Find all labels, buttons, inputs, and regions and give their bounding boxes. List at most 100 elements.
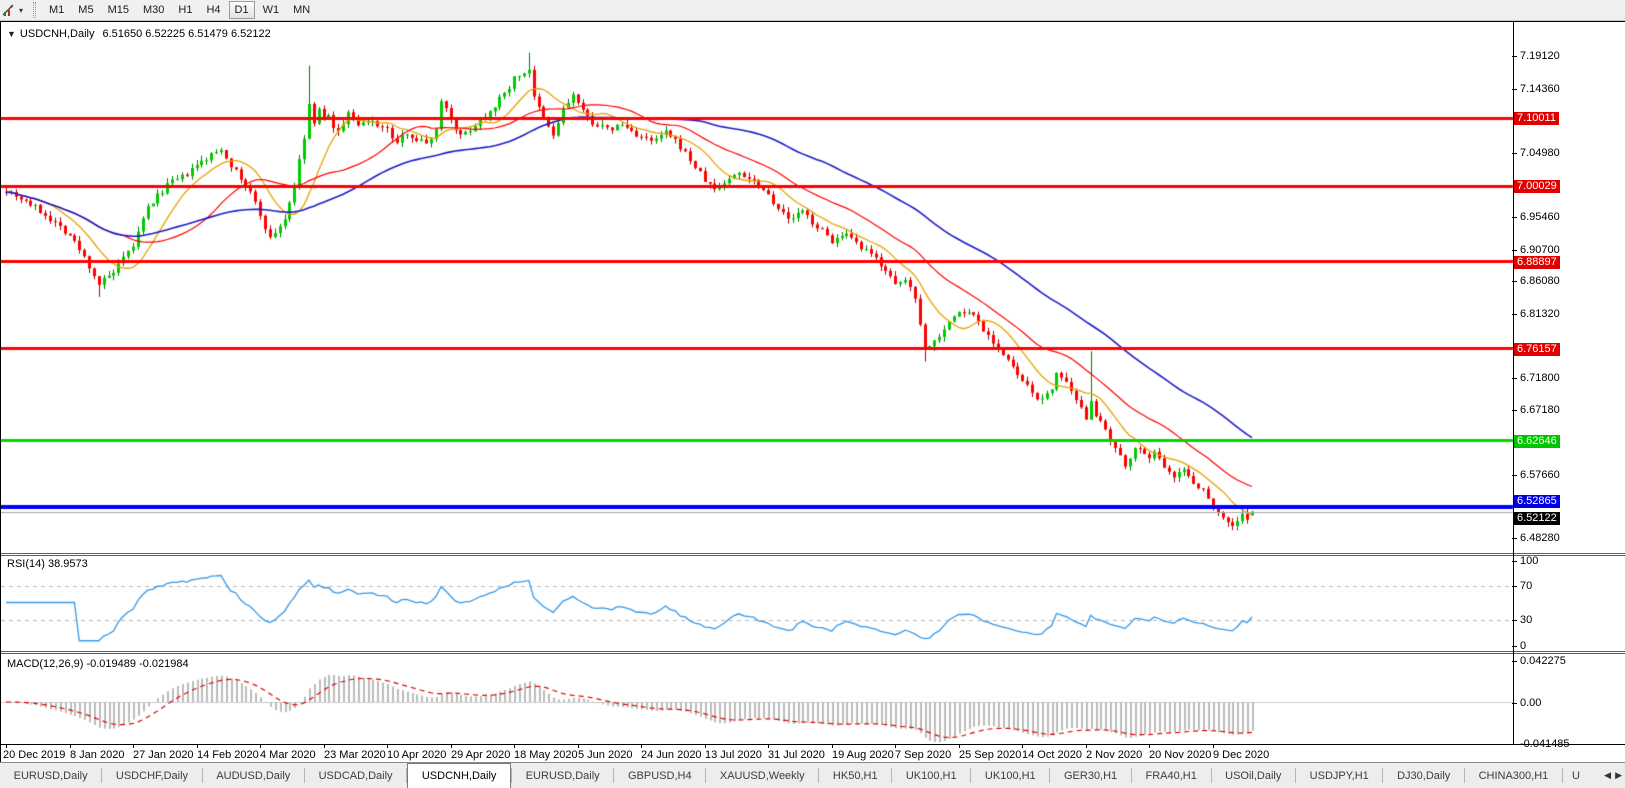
chart-tab-hk50-h1[interactable]: HK50,H1	[832, 769, 878, 782]
timeframe-button-h4[interactable]: H4	[206, 4, 221, 16]
date-axis-label: 5 Jun 2020	[578, 749, 633, 761]
price-level-badge-red: 6.76157	[1514, 342, 1560, 356]
macd-indicator-label: MACD(12,26,9) -0.019489 -0.021984	[7, 658, 189, 670]
date-axis-label: 25 Sep 2020	[959, 749, 1022, 761]
rsi-scale-tick: 0	[1511, 639, 1527, 652]
date-axis-tick	[70, 745, 71, 748]
timeframe-button-mn[interactable]: MN	[293, 4, 311, 16]
price-scale-tick: 7.19120	[1512, 50, 1560, 63]
date-axis-label: 13 Jul 2020	[705, 749, 762, 761]
price-scale-tick: 6.81320	[1512, 307, 1560, 320]
tab-divider	[613, 768, 615, 783]
chart-tab-ger30-h1[interactable]: GER30,H1	[1063, 769, 1118, 782]
rsi-indicator-label: RSI(14) 38.9573	[7, 558, 88, 570]
timeframe-button-m15[interactable]: M15	[107, 4, 129, 16]
chart-tab-u[interactable]: U	[1571, 769, 1580, 782]
date-axis-label: 20 Nov 2020	[1149, 749, 1212, 761]
date-axis-tick	[768, 745, 769, 748]
price-chart-canvas[interactable]	[1, 22, 1514, 745]
timeframe-button-d1[interactable]: D1	[228, 1, 255, 19]
timeframe-button-m1[interactable]: M1	[49, 4, 65, 16]
tab-divider	[970, 768, 972, 783]
date-axis-tick	[1149, 745, 1150, 748]
tab-divider	[1049, 768, 1051, 783]
timeframe-button-w1[interactable]: W1	[262, 4, 280, 16]
tab-divider	[101, 768, 103, 783]
tab-divider	[1382, 768, 1384, 783]
chart-tab-xauusd-weekly[interactable]: XAUUSD,Weekly	[719, 769, 805, 782]
date-axis-label: 14 Oct 2020	[1022, 749, 1082, 761]
chart-tab-usdcad-daily[interactable]: USDCAD,Daily	[318, 769, 393, 782]
tab-scroll-right-icon[interactable]: ▶	[1615, 770, 1622, 780]
rsi-scale-tick: 100	[1511, 554, 1539, 567]
toolbar-grip	[33, 2, 37, 18]
price-scale-tick: 6.67180	[1512, 403, 1560, 416]
chart-dropdown-icon[interactable]: ▼	[7, 29, 16, 39]
timeframe-buttons: M1 M5 M15 M30 H1 H4 D1 W1 MN	[42, 1, 317, 19]
chart-tab-gbpusd-h4[interactable]: GBPUSD,H4	[627, 769, 692, 782]
chart-tab-eurusd-daily[interactable]: EURUSD,Daily	[525, 769, 600, 782]
timeframe-button-h1[interactable]: H1	[178, 4, 193, 16]
rsi-scale-tick: 70	[1511, 580, 1533, 592]
chart-tool-icon[interactable]	[2, 3, 18, 18]
chart-tab-usoil-daily[interactable]: USOil,Daily	[1225, 769, 1282, 782]
price-level-badge-black: 6.52122	[1514, 512, 1560, 526]
chart-tab-usdchf-daily[interactable]: USDCHF,Daily	[115, 769, 189, 782]
chart-tab-bar: EURUSD,Daily USDCHF,Daily AUDUSD,Daily USDC…	[0, 762, 1625, 788]
date-axis-line	[1, 744, 1625, 745]
price-scale-tick: 6.90700	[1512, 243, 1560, 256]
price-level-badge-red: 6.88897	[1514, 256, 1560, 269]
panel-separator[interactable]	[1, 651, 1625, 652]
chart-tab-usdcnh-daily[interactable]: USDCNH,Daily	[407, 763, 512, 788]
date-axis-tick	[133, 745, 134, 748]
chevron-down-icon[interactable]: ▾	[19, 5, 24, 15]
date-axis-tick	[514, 745, 515, 748]
tab-divider	[891, 768, 893, 783]
panel-separator[interactable]	[1, 555, 1625, 556]
timeframe-button-m30[interactable]: M30	[142, 4, 165, 16]
price-axis-line	[1513, 22, 1514, 745]
rsi-scale-tick: 30	[1511, 614, 1533, 626]
chart-tab-dj30-daily[interactable]: DJ30,Daily	[1397, 769, 1451, 782]
price-level-badge-red: 7.10011	[1514, 112, 1559, 126]
tab-divider	[818, 768, 820, 783]
date-axis-label: 20 Dec 2019	[3, 749, 66, 761]
date-axis-tick	[705, 745, 706, 748]
timeframe-button-m5[interactable]: M5	[78, 4, 94, 16]
timeframe-toolbar: ▾ M1 M5 M15 M30 H1 H4 D1 W1 MN	[0, 0, 1625, 21]
date-axis-label: 24 Jun 2020	[641, 749, 702, 761]
price-scale-tick: 6.57660	[1512, 468, 1560, 481]
tab-divider	[1295, 768, 1297, 783]
panel-separator[interactable]	[1, 653, 1625, 654]
price-scale-tick: 6.86080	[1512, 275, 1560, 288]
chart-window: ▼ USDCNH,Daily 6.51650 6.52225 6.51479 6.5…	[0, 21, 1625, 762]
chart-tab-audusd-daily[interactable]: AUDUSD,Daily	[216, 769, 291, 782]
date-axis-label: 7 Sep 2020	[895, 749, 952, 761]
chart-title: ▼ USDCNH,Daily 6.51650 6.52225 6.51479 6.5…	[7, 28, 271, 40]
date-axis-label: 9 Dec 2020	[1213, 749, 1270, 761]
chart-tab-china300-h1[interactable]: CHINA300,H1	[1478, 769, 1549, 782]
chart-tab-uk100-h1[interactable]: UK100,H1	[905, 769, 957, 782]
date-axis-tick	[895, 745, 896, 748]
date-axis-tick	[387, 745, 388, 748]
chart-tab-fra40-h1[interactable]: FRA40,H1	[1145, 769, 1197, 782]
date-axis-label: 19 Aug 2020	[832, 749, 894, 761]
date-axis-label: 10 Apr 2020	[387, 749, 447, 761]
date-axis-label: 23 Mar 2020	[324, 749, 386, 761]
chart-ohlc-quote: 6.51650 6.52225 6.51479 6.52122	[102, 28, 271, 40]
date-axis-label: 31 Jul 2020	[768, 749, 825, 761]
chart-tab-usdjpy-h1[interactable]: USDJPY,H1	[1309, 769, 1369, 782]
chart-tab-eurusd-daily[interactable]: EURUSD,Daily	[13, 769, 88, 782]
date-axis-tick	[1086, 745, 1087, 748]
price-level-badge-blue: 6.52865	[1514, 495, 1560, 509]
date-axis-tick	[1213, 745, 1214, 748]
panel-separator[interactable]	[1, 553, 1625, 554]
tab-divider	[406, 768, 408, 783]
price-level-badge-green: 6.62646	[1514, 434, 1560, 448]
tab-divider	[303, 768, 305, 783]
chart-tab-uk100-h1[interactable]: UK100,H1	[984, 769, 1036, 782]
price-scale-tick: 6.71800	[1512, 372, 1560, 385]
chart-tabs: EURUSD,Daily USDCHF,Daily AUDUSD,Daily USDC…	[0, 763, 1589, 788]
tab-scroll-left-icon[interactable]: ◀	[1604, 770, 1612, 780]
